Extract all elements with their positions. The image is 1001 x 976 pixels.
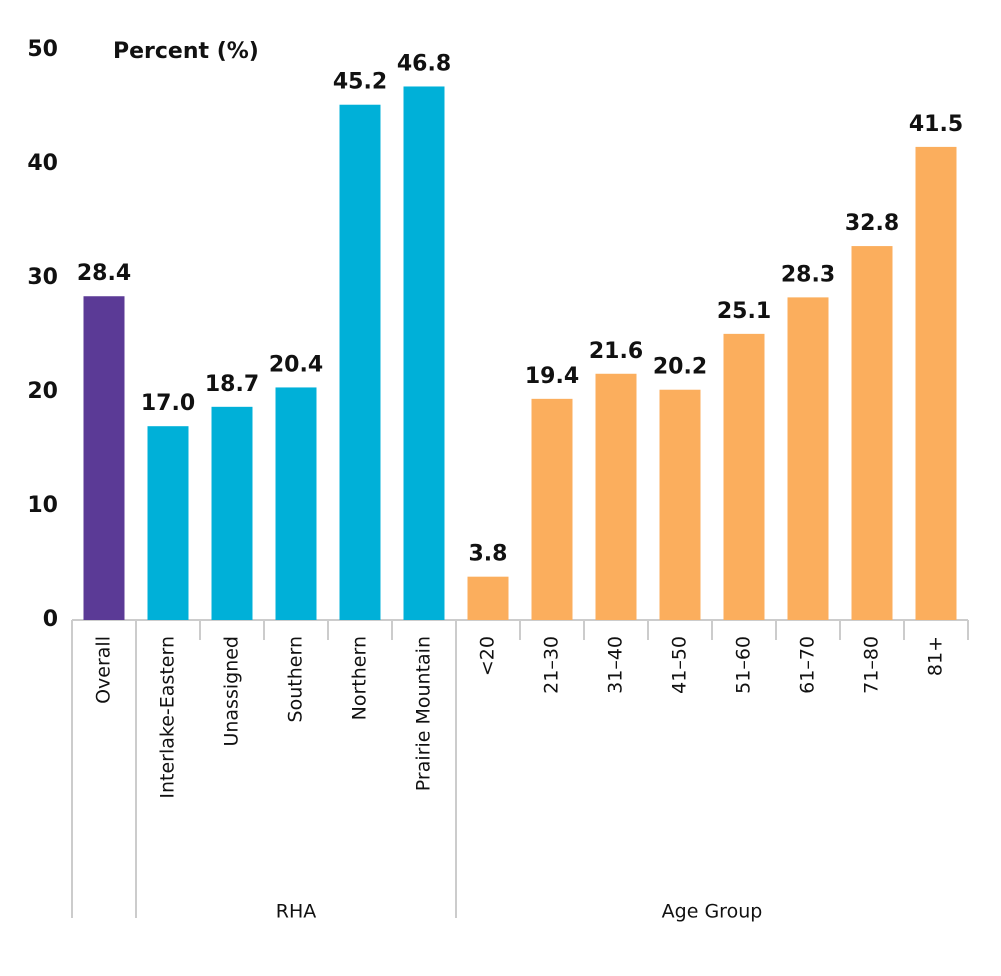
y-tick-label: 10 [27,493,58,518]
y-tick-label: 40 [27,151,58,176]
bar [531,398,573,620]
bar [595,373,637,620]
value-label: 32.8 [845,211,899,236]
bar [403,86,445,621]
x-tick-label: Unassigned [221,636,243,747]
bar [851,246,893,620]
group-label: RHA [276,901,317,923]
y-tick-label: 30 [27,265,58,290]
value-label: 45.2 [333,70,387,95]
value-label: 3.8 [469,542,508,567]
x-tick-label: Southern [285,636,307,722]
bar [147,426,189,620]
y-axis-title: Percent (%) [113,39,259,64]
value-label: 28.4 [77,261,131,286]
x-tick-label: Overall [93,636,115,704]
bar [915,146,957,620]
bar [659,389,701,620]
group-label: Age Group [662,901,763,923]
x-tick-label: 41–50 [669,636,691,694]
bar [211,406,253,620]
x-tick-label: 21–30 [541,636,563,694]
x-tick-label: <20 [477,636,499,676]
value-label: 28.3 [781,262,835,287]
x-tick-label: Northern [349,636,371,720]
value-label: 20.4 [269,352,323,377]
x-tick-label: Interlake-Eastern [157,636,179,799]
value-label: 25.1 [717,299,771,324]
value-label: 19.4 [525,364,579,389]
bar [723,333,765,620]
x-tick-label: 61–70 [797,636,819,694]
y-tick-label: 50 [27,37,58,62]
bar [787,297,829,620]
bar [467,576,509,620]
x-tick-label: Prairie Mountain [413,636,435,791]
value-label: 46.8 [397,51,451,76]
value-label: 21.6 [589,339,643,364]
value-label: 18.7 [205,372,259,397]
x-tick-label: 31–40 [605,636,627,694]
bar [339,104,381,621]
bar [83,296,125,620]
x-tick-label: 51–60 [733,636,755,694]
x-tick-label: 81+ [925,636,947,676]
value-label: 20.2 [653,355,707,380]
y-tick-label: 0 [43,607,58,632]
bar [275,387,317,620]
value-label: 17.0 [141,391,195,416]
x-tick-label: 71–80 [861,636,883,694]
y-tick-label: 20 [27,379,58,404]
value-label: 41.5 [909,112,963,137]
